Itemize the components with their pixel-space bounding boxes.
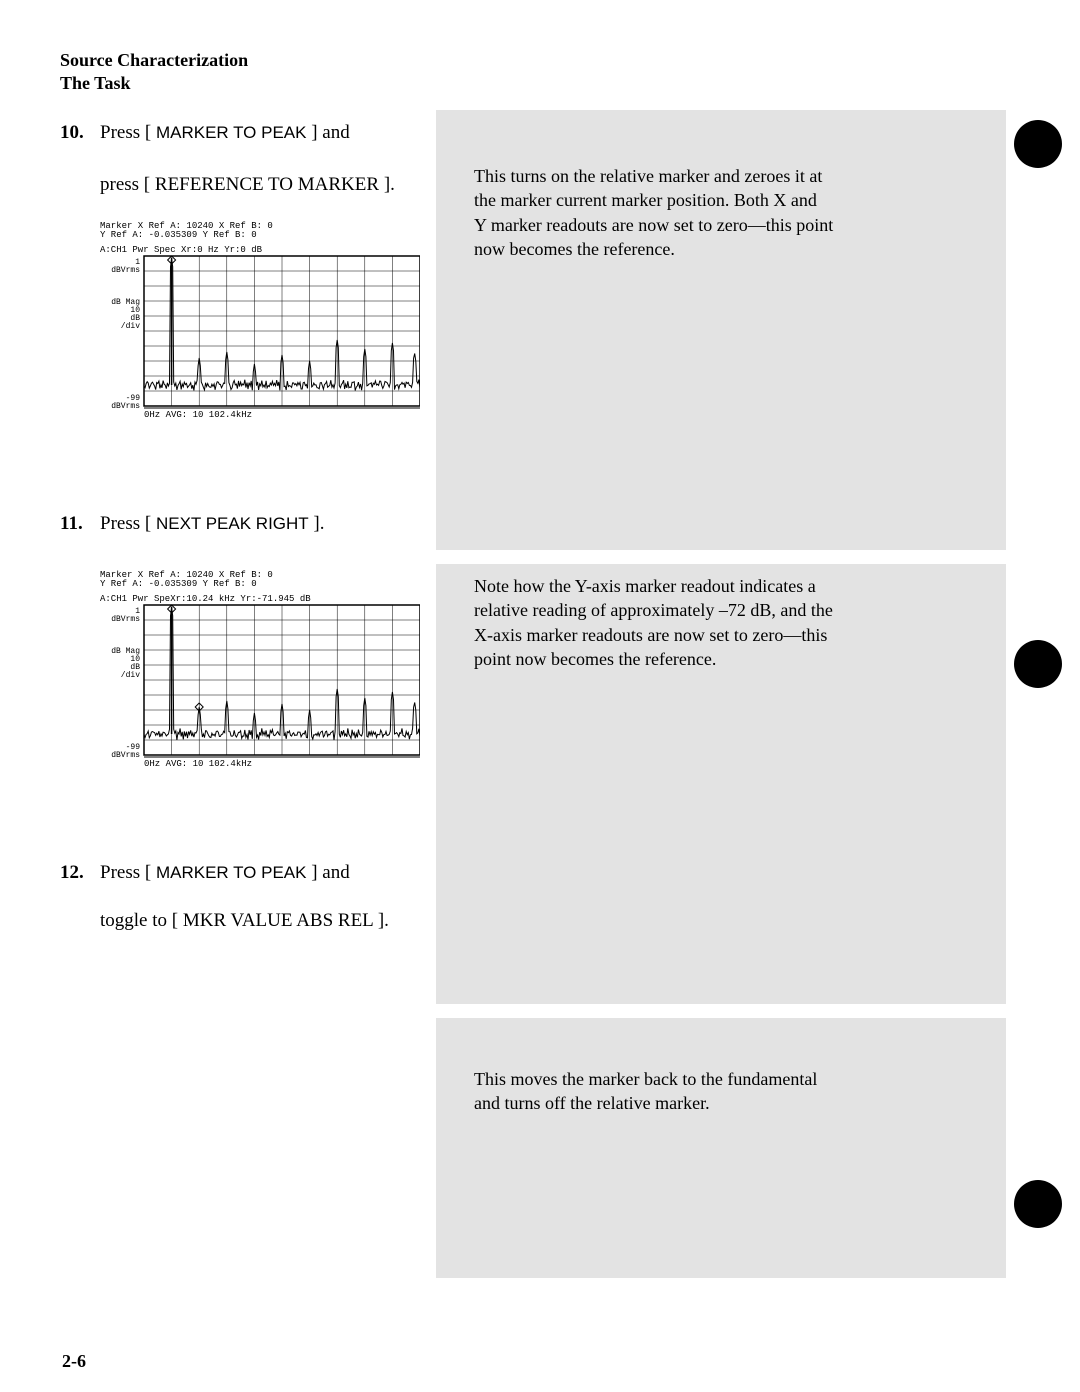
t: ]. (373, 910, 389, 931)
step-12-num: 12. (60, 862, 100, 884)
key-next-peak-right: NEXT PEAK RIGHT (156, 514, 309, 533)
svg-text:Y Ref A: -0.035309 Y Ref B: 0: Y Ref A: -0.035309 Y Ref B: 0 (100, 579, 257, 589)
page-number: 2-6 (62, 1351, 86, 1372)
punch-hole-3 (1014, 1180, 1062, 1228)
step-11-num: 11. (60, 513, 100, 535)
svg-text:A:CH1 Pwr Spec Xr:0 Hz: A:CH1 Pwr Spec Xr:0 Hz Yr:0 dB (100, 245, 263, 255)
key-abs: ABS (296, 910, 333, 931)
graph-1: Marker X Ref A: 10240 X Ref B: 0 Y Ref A… (100, 220, 420, 450)
shade-block-3 (436, 1018, 1006, 1278)
step-12-text: Press [ MARKER TO PEAK ] and (100, 862, 350, 884)
header-title: Source Characterization (60, 50, 1020, 71)
t: ] and (306, 122, 349, 143)
step-10-text: Press [ MARKER TO PEAK ] and (100, 122, 350, 144)
svg-text:/div: /div (121, 322, 140, 331)
key-reference-to-marker: REFERENCE TO MARKER (155, 174, 379, 195)
t: toggle to [ (100, 910, 183, 931)
t: ]. (309, 513, 325, 534)
shade-text-1: This turns on the relative marker and ze… (466, 160, 976, 265)
svg-text:0Hz AVG:: 0Hz AVG: 10 102.4kHz (144, 410, 252, 420)
svg-text:A:CH1 Pwr SpeXr:10.24 kHz: A:CH1 Pwr SpeXr:10.24 kHz Yr:-71.945 dB (100, 594, 311, 604)
svg-text:dBVrms: dBVrms (111, 615, 140, 624)
t: Press [ (100, 862, 156, 883)
t: ] and (306, 862, 349, 883)
key-rel: REL (333, 910, 373, 931)
svg-text:Y Ref A: -0.035309 Y Ref B: 0: Y Ref A: -0.035309 Y Ref B: 0 (100, 230, 257, 240)
shade-text-3: This moves the marker back to the fundam… (466, 1063, 976, 1120)
header-subtitle: The Task (60, 73, 1020, 94)
svg-text:/div: /div (121, 671, 140, 680)
t: ]. (379, 174, 395, 195)
svg-text:0Hz AVG:: 0Hz AVG: 10 102.4kHz (144, 759, 252, 769)
t: Press [ (100, 513, 156, 534)
step-10-num: 10. (60, 122, 100, 144)
key-marker-to-peak-2: MARKER TO PEAK (156, 863, 307, 882)
punch-hole-1 (1014, 120, 1062, 168)
step-11-text: Press [ NEXT PEAK RIGHT ]. (100, 513, 325, 535)
punch-hole-2 (1014, 640, 1062, 688)
shade-text-2: Note how the Y-axis marker readout indic… (466, 570, 976, 675)
key-mkr-value: MKR VALUE (183, 910, 296, 931)
svg-text:dBVrms: dBVrms (111, 751, 140, 760)
graph-2: Marker X Ref A: 10240 X Ref B: 0 Y Ref A… (100, 569, 420, 799)
t: press [ (100, 174, 155, 195)
svg-text:dBVrms: dBVrms (111, 402, 140, 411)
key-marker-to-peak: MARKER TO PEAK (156, 123, 307, 142)
svg-text:dBVrms: dBVrms (111, 266, 140, 275)
t: Press [ (100, 122, 156, 143)
